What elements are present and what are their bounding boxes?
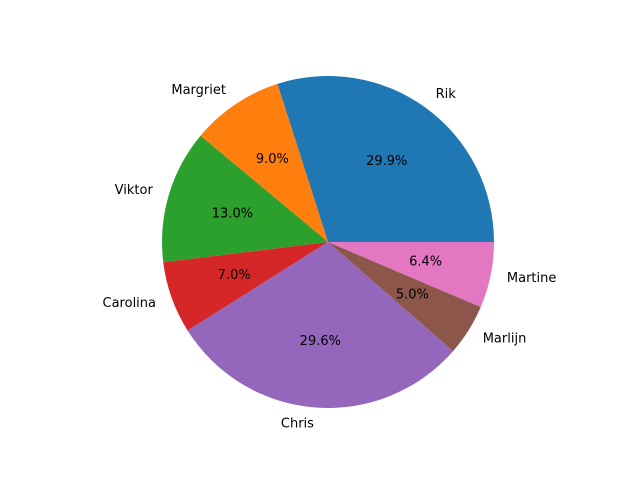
- pie-slice-rik: [277, 75, 494, 243]
- pie-slice-viktor: [161, 135, 328, 263]
- slice-label-rik: Rik: [436, 87, 457, 102]
- pie-slice-carolina: [163, 242, 328, 331]
- slice-percent-marlijn: 5.0%: [396, 287, 429, 302]
- slice-label-marlijn: Marlijn: [483, 331, 527, 346]
- pie-slice-chris: [187, 242, 454, 409]
- pie-slice-marlijn: [328, 242, 481, 352]
- pie-slices: [161, 75, 494, 409]
- slice-percent-chris: 29.6%: [300, 334, 341, 349]
- slice-percent-rik: 29.9%: [366, 154, 407, 169]
- slice-label-carolina: Carolina: [103, 296, 157, 311]
- slice-label-martine: Martine: [507, 271, 556, 286]
- pie-slice-margriet: [200, 83, 328, 243]
- pie-labels: Rik 29.9% Margriet 9.0% Viktor 13.0% Carolina 7…: [103, 83, 557, 432]
- slice-label-chris: Chris: [281, 417, 314, 432]
- slice-label-margriet: Margriet: [171, 83, 226, 98]
- slice-percent-martine: 6.4%: [409, 254, 442, 269]
- slice-percent-carolina: 7.0%: [218, 268, 251, 283]
- slice-label-viktor: Viktor: [115, 183, 154, 198]
- slice-percent-margriet: 9.0%: [256, 152, 289, 167]
- slice-percent-viktor: 13.0%: [212, 206, 253, 221]
- pie-slice-martine: [328, 242, 494, 308]
